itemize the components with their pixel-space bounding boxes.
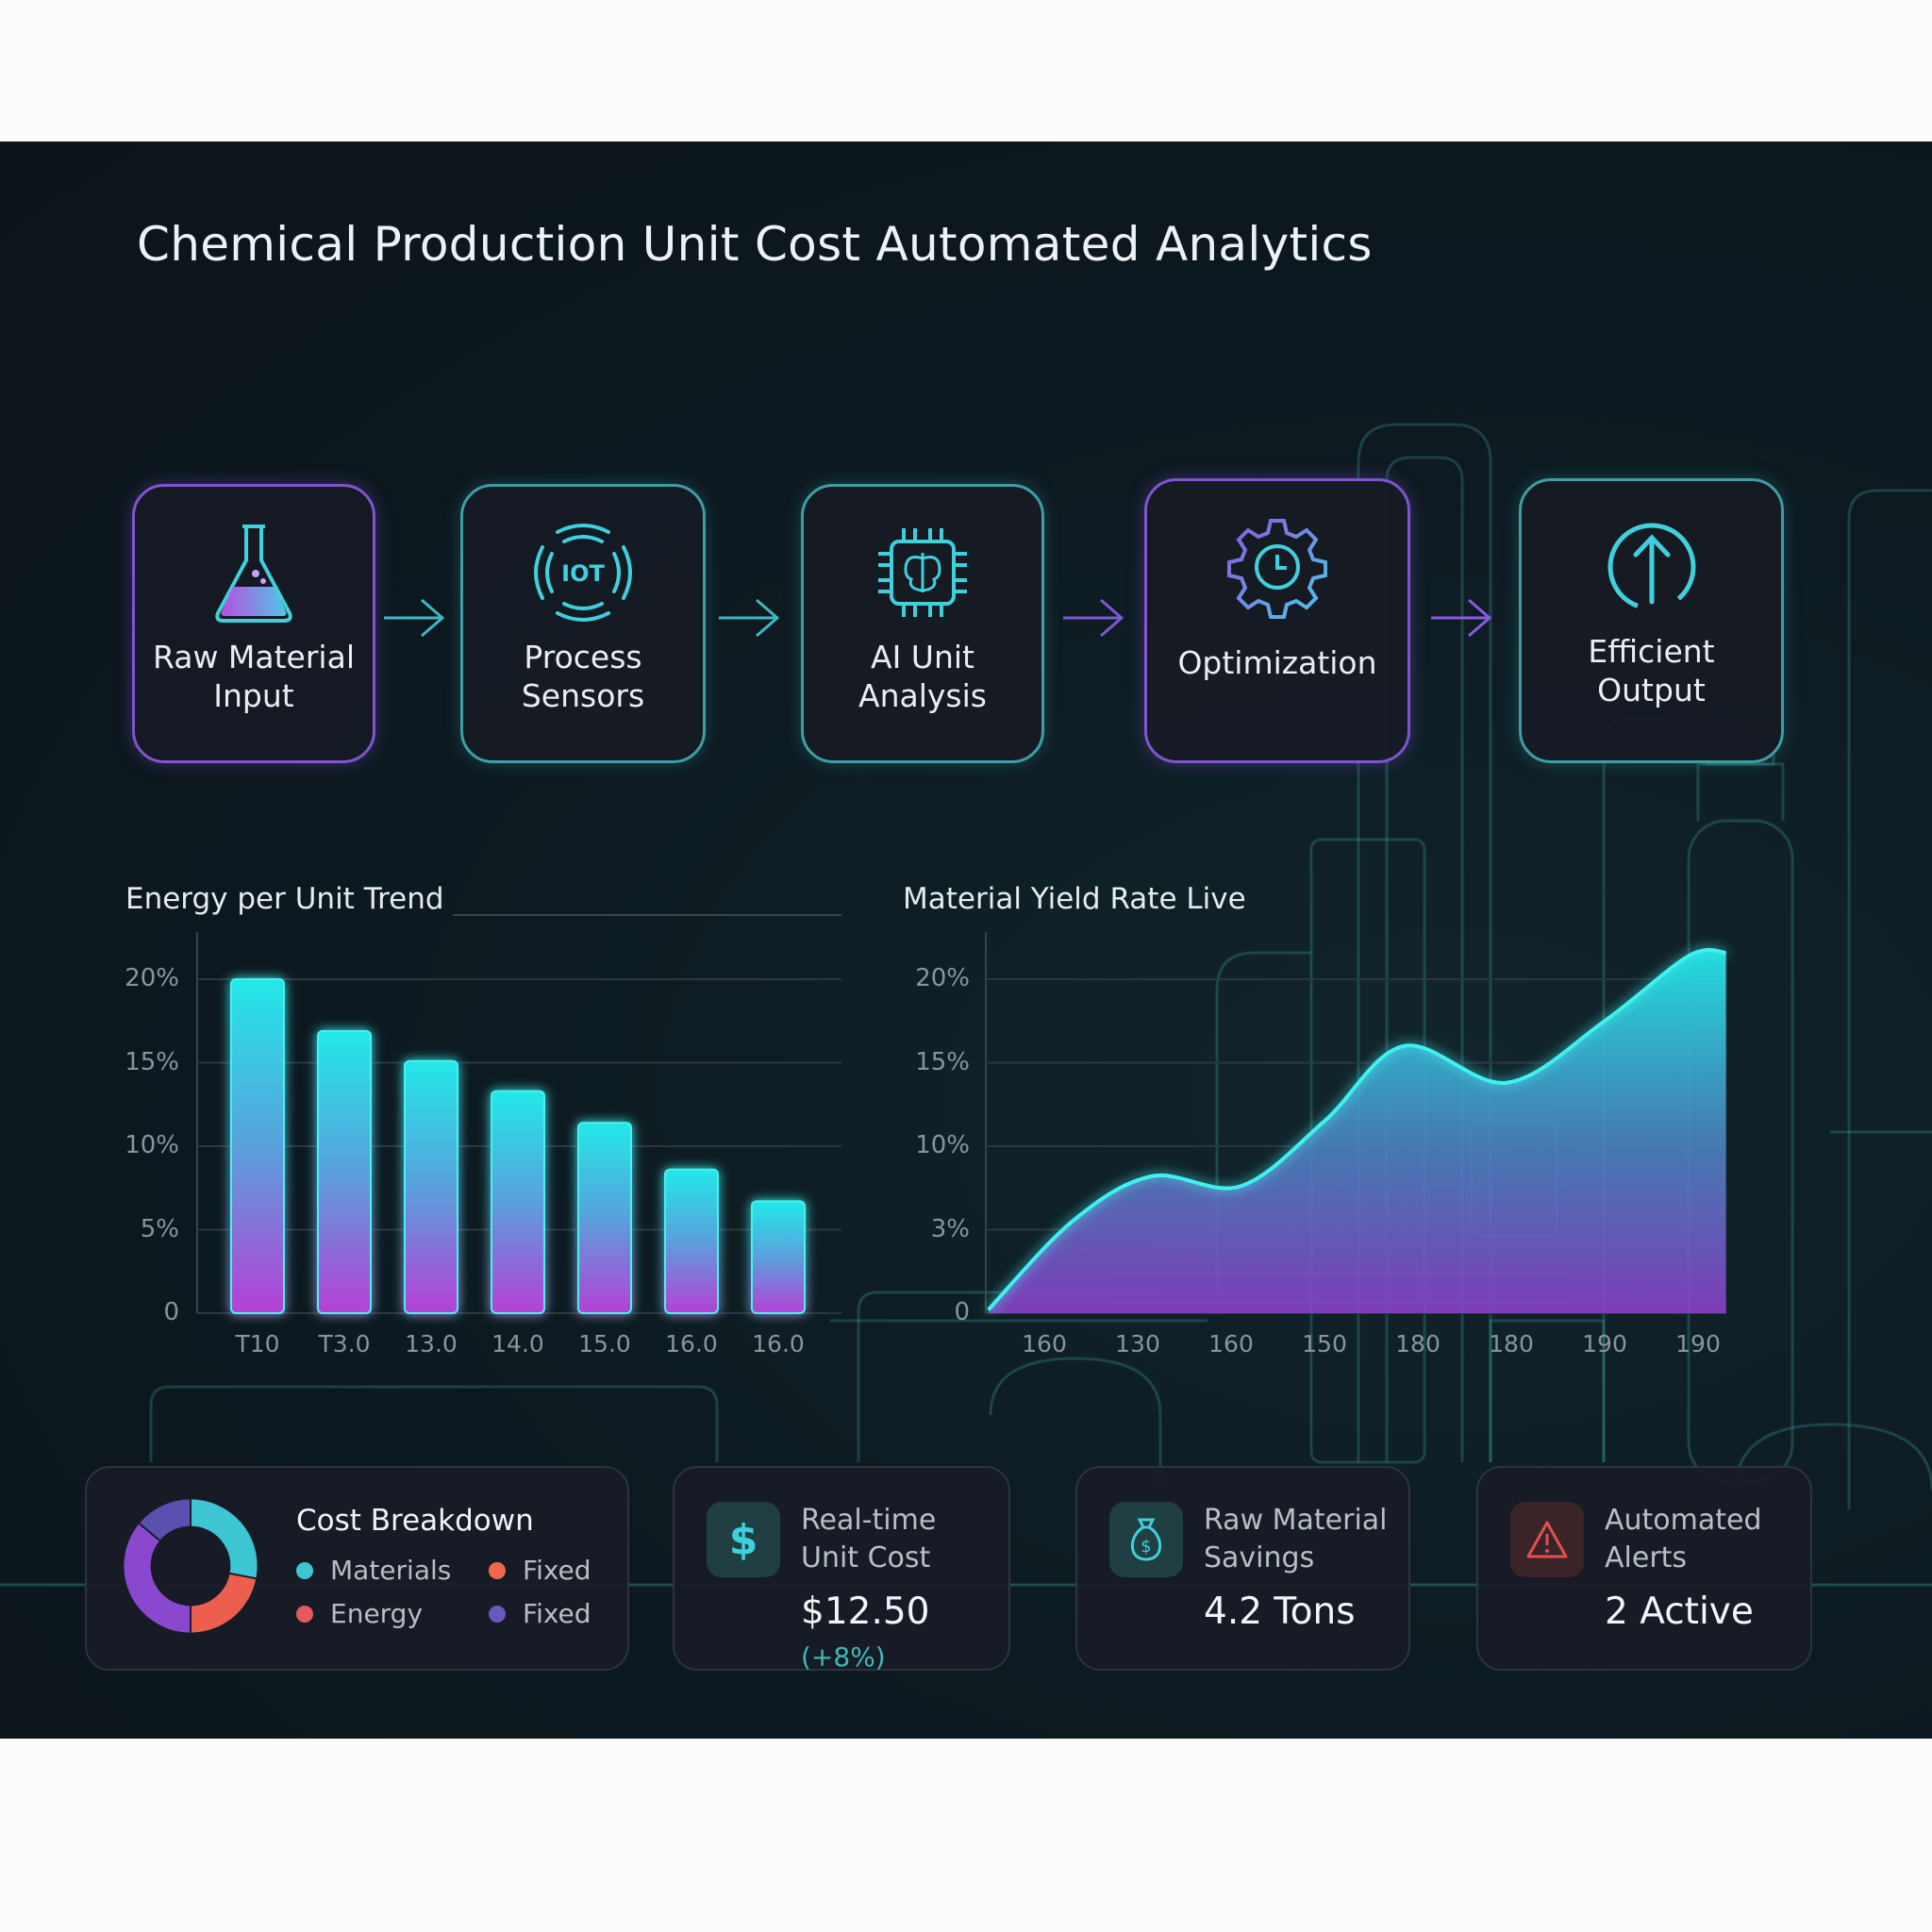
money-bag-icon: $ bbox=[1109, 1502, 1183, 1577]
flow-step-process-sensors[interactable]: IOT Process Sensors bbox=[460, 484, 706, 763]
card-value: $12.50 (+8%) bbox=[801, 1591, 930, 1673]
x-tick-label: T10 bbox=[235, 1330, 280, 1357]
x-tick-label: 15.0 bbox=[578, 1330, 631, 1357]
y-tick-label: 20% bbox=[125, 964, 179, 992]
y-tick-label: 5% bbox=[140, 1214, 179, 1243]
flow-step-label: Process Sensors bbox=[521, 639, 645, 714]
x-tick-label: 150 bbox=[1302, 1330, 1347, 1357]
page-title: Chemical Production Unit Cost Automated … bbox=[137, 217, 1373, 272]
area-line bbox=[987, 947, 1726, 1311]
flow-step-efficient-output[interactable]: Efficient Output bbox=[1519, 478, 1784, 763]
bar bbox=[664, 1168, 719, 1315]
donut-slice bbox=[137, 1497, 192, 1542]
card-label: Raw Material Savings bbox=[1204, 1504, 1388, 1574]
donut-slice bbox=[190, 1497, 259, 1580]
flow-step-label: Efficient Output bbox=[1588, 633, 1715, 708]
y-tick-label: 10% bbox=[915, 1131, 970, 1159]
y-tick-label: 15% bbox=[125, 1047, 179, 1076]
legend-dot bbox=[489, 1605, 506, 1623]
flow-step-label: AI Unit Analysis bbox=[858, 639, 987, 714]
x-tick-label: 190 bbox=[1675, 1330, 1721, 1357]
x-tick-label: 160 bbox=[1208, 1330, 1254, 1357]
y-tick-label: 10% bbox=[125, 1131, 179, 1159]
card-value: 2 Active bbox=[1605, 1591, 1754, 1633]
y-tick-label: 15% bbox=[915, 1047, 970, 1076]
x-tick-label: T3.0 bbox=[318, 1330, 371, 1357]
flow-step-label: Optimization bbox=[1177, 644, 1377, 681]
delta-badge: (+8%) bbox=[801, 1641, 886, 1673]
x-tick-label: 190 bbox=[1582, 1330, 1627, 1357]
cost-breakdown-title: Cost Breakdown bbox=[296, 1504, 534, 1538]
legend-item: Materials bbox=[296, 1555, 451, 1586]
y-tick-label: 3% bbox=[930, 1214, 970, 1243]
charts-layer bbox=[196, 914, 1726, 1315]
legend-dot bbox=[489, 1561, 506, 1579]
y-tick-label: 0 bbox=[954, 1298, 970, 1326]
flow-step-ai-unit-analysis[interactable]: AI Unit Analysis bbox=[801, 484, 1044, 763]
x-tick-label: 14.0 bbox=[491, 1330, 544, 1357]
bar bbox=[491, 1090, 545, 1315]
gear-clock-icon bbox=[1227, 519, 1327, 619]
automated-alerts-card[interactable]: Automated Alerts 2 Active bbox=[1476, 1466, 1812, 1671]
card-label: Automated Alerts bbox=[1605, 1504, 1762, 1574]
dollar-icon: $ bbox=[707, 1502, 780, 1577]
x-tick-label: 160 bbox=[1022, 1330, 1067, 1357]
cost-breakdown-donut bbox=[122, 1497, 259, 1635]
material-savings-card[interactable]: $ Raw Material Savings 4.2 Tons bbox=[1075, 1466, 1410, 1671]
area-fill bbox=[988, 949, 1726, 1313]
dashboard-panel: Chemical Production Unit Cost Automated … bbox=[0, 142, 1932, 1739]
warning-icon bbox=[1510, 1502, 1584, 1577]
card-label: Real-time Unit Cost bbox=[801, 1504, 937, 1574]
arrow-right-icon bbox=[1431, 598, 1492, 638]
x-tick-label: 180 bbox=[1489, 1330, 1534, 1357]
bar bbox=[404, 1059, 458, 1314]
flask-icon bbox=[215, 525, 292, 623]
arrow-right-icon bbox=[1063, 598, 1124, 638]
legend-dot bbox=[296, 1605, 313, 1623]
x-tick-label: 16.0 bbox=[665, 1330, 718, 1357]
legend-item: Fixed bbox=[489, 1598, 591, 1629]
flow-step-raw-material-input[interactable]: Raw Material Input bbox=[132, 484, 375, 763]
card-value: 4.2 Tons bbox=[1204, 1591, 1356, 1633]
bar bbox=[317, 1029, 372, 1314]
x-tick-label: 16.0 bbox=[752, 1330, 805, 1357]
yield-area-chart bbox=[985, 932, 1726, 1314]
legend-item: Energy bbox=[296, 1598, 423, 1629]
legend-dot bbox=[296, 1561, 313, 1579]
arrow-right-icon bbox=[384, 598, 445, 638]
x-tick-label: 180 bbox=[1395, 1330, 1441, 1357]
cost-breakdown-card[interactable]: Cost Breakdown Materials Fixed Energy Fi… bbox=[85, 1466, 629, 1671]
x-tick-label: 13.0 bbox=[405, 1330, 458, 1357]
bar bbox=[751, 1200, 806, 1315]
energy-chart-title: Energy per Unit Trend bbox=[125, 882, 444, 916]
donut-slice bbox=[190, 1572, 258, 1635]
donut-slice bbox=[122, 1522, 192, 1635]
bar bbox=[577, 1122, 632, 1314]
yield-chart-title: Material Yield Rate Live bbox=[903, 882, 1246, 916]
energy-bar-chart bbox=[196, 932, 841, 1315]
bar bbox=[230, 978, 285, 1314]
arrow-right-icon bbox=[719, 598, 780, 638]
arrow-up-circle-icon bbox=[1607, 523, 1695, 611]
legend-item: Fixed bbox=[489, 1555, 591, 1586]
y-tick-label: 20% bbox=[915, 964, 970, 992]
svg-text:IOT: IOT bbox=[561, 560, 605, 587]
x-tick-label: 130 bbox=[1115, 1330, 1160, 1357]
flow-step-optimization[interactable]: Optimization bbox=[1144, 478, 1410, 763]
iot-sensor-icon: IOT bbox=[534, 524, 632, 622]
y-tick-label: 0 bbox=[163, 1298, 179, 1326]
unit-cost-card[interactable]: $ Real-time Unit Cost $12.50 (+8%) bbox=[673, 1466, 1010, 1673]
ai-chip-icon bbox=[878, 528, 967, 617]
flow-step-label: Raw Material Input bbox=[153, 639, 355, 714]
svg-text:$: $ bbox=[1141, 1537, 1151, 1557]
